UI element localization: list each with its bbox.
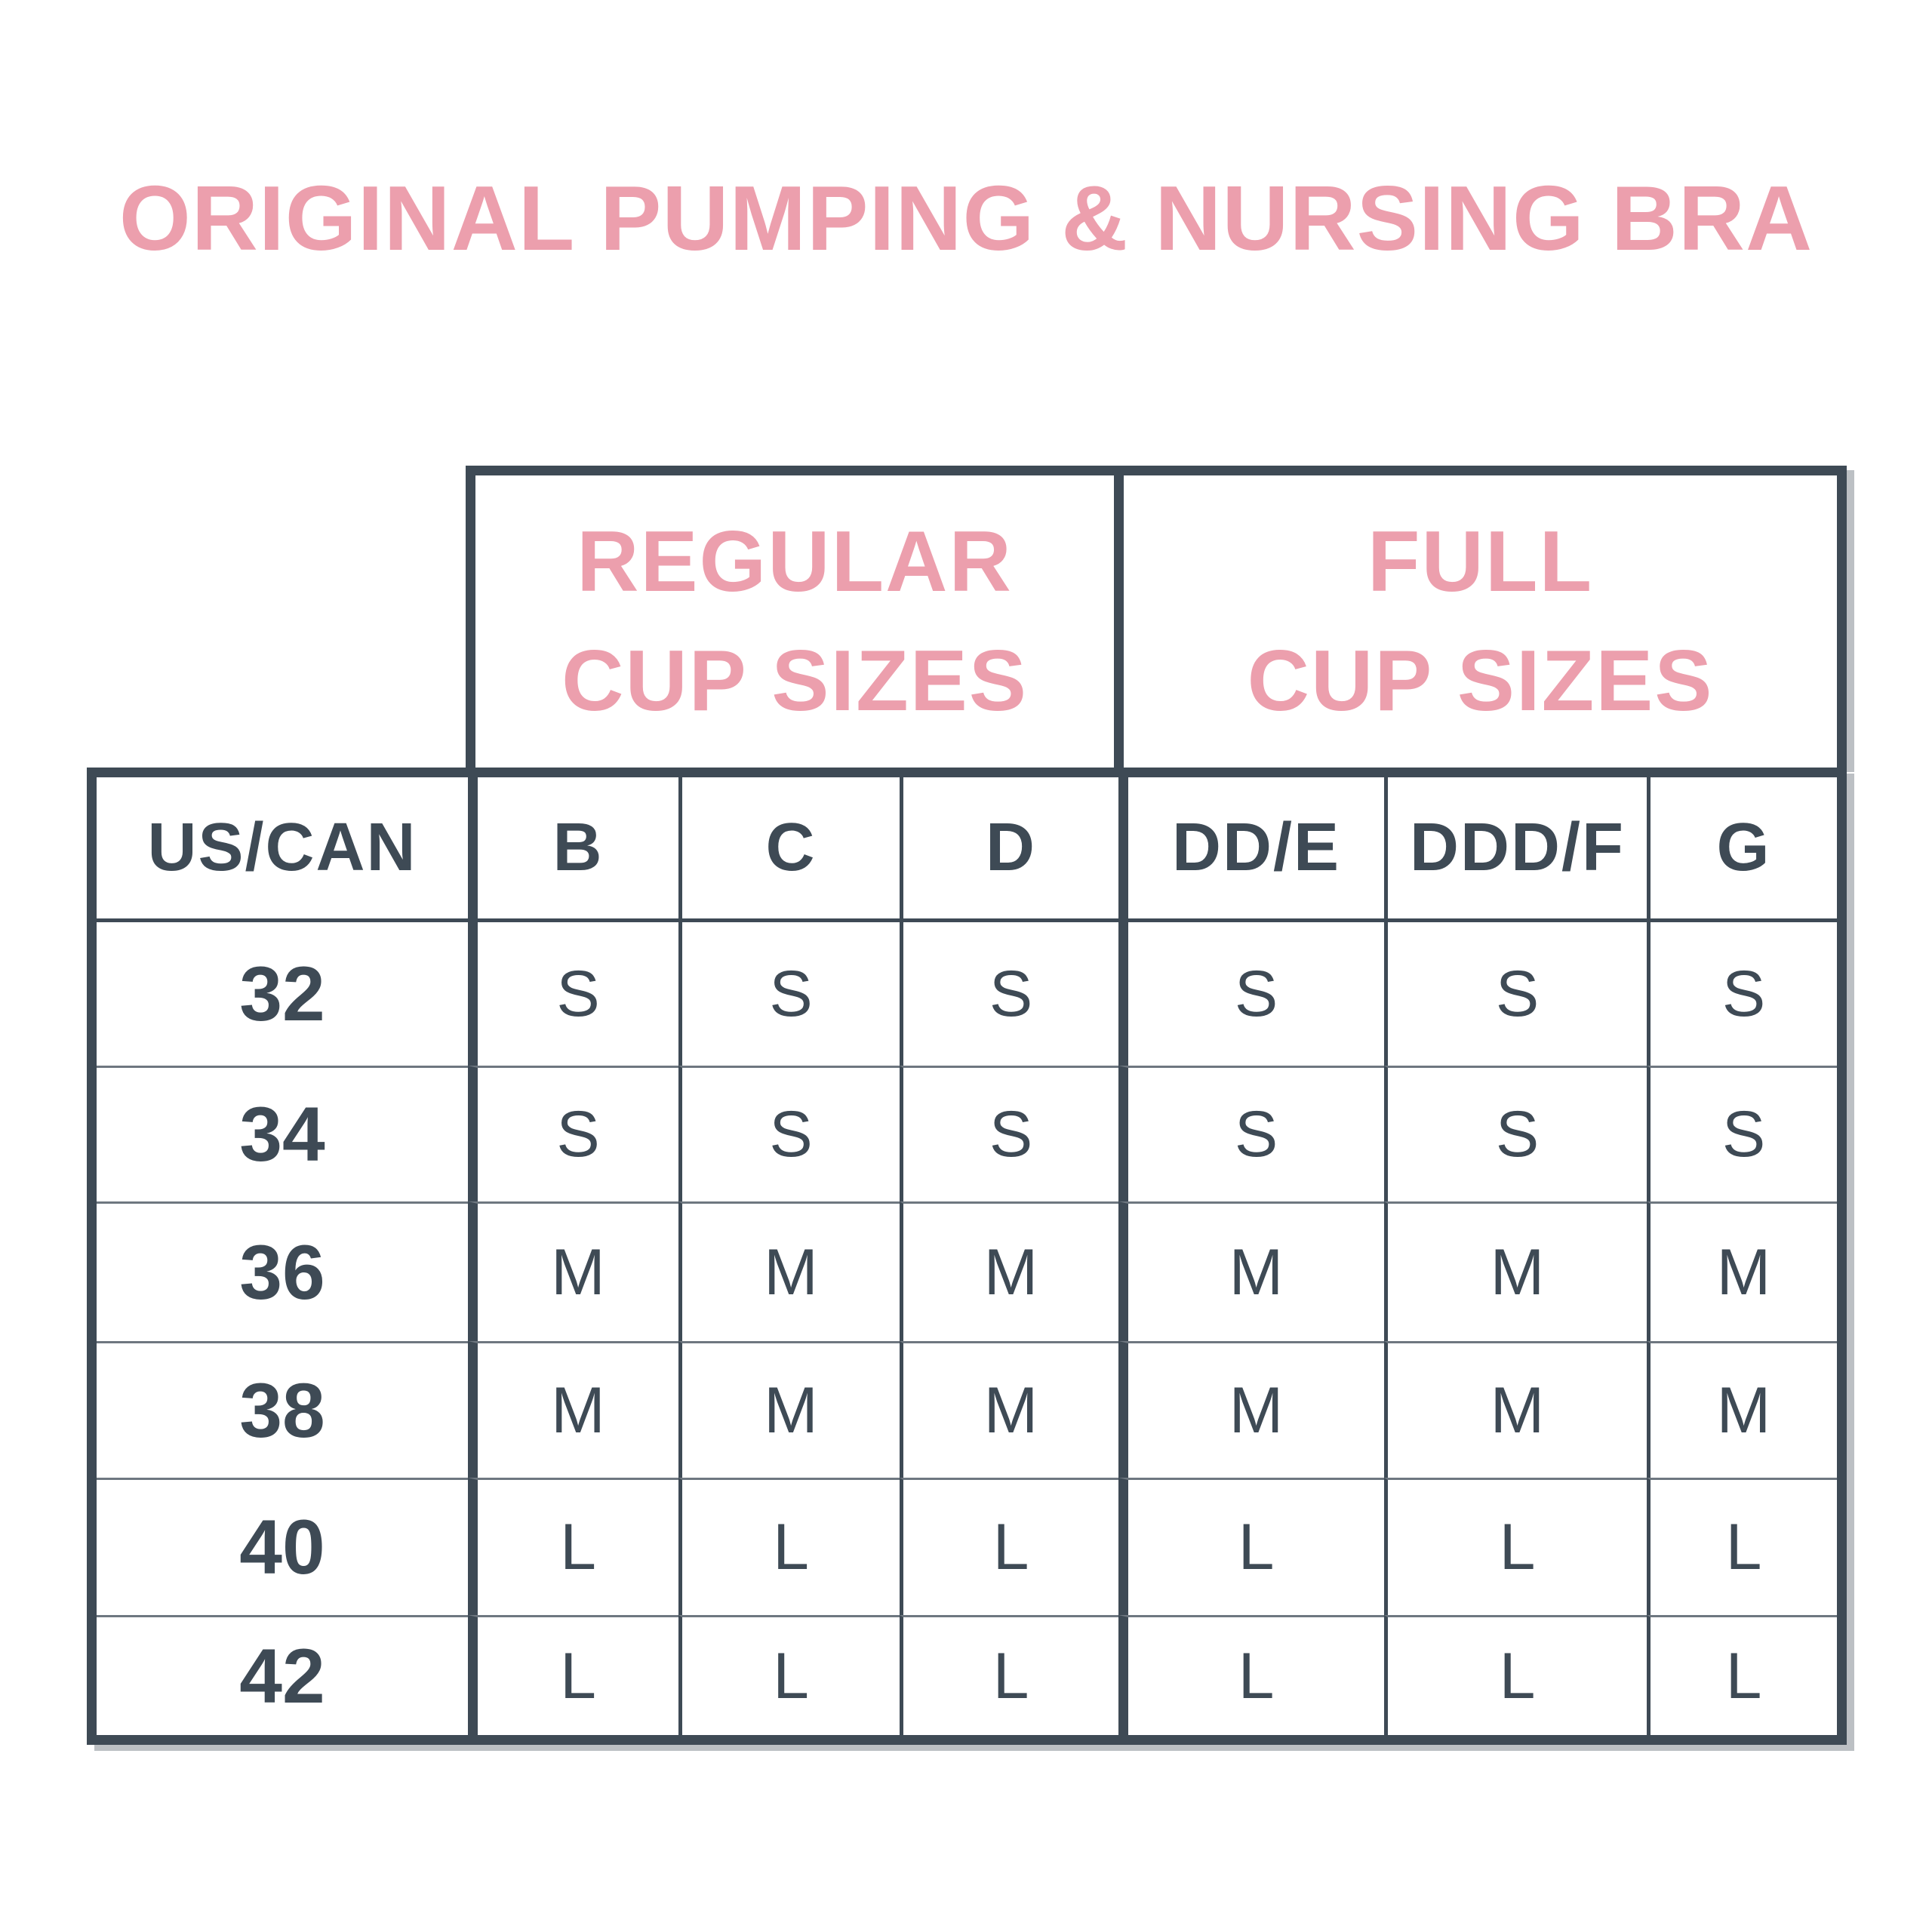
band-size-label: 40 [97, 1478, 468, 1615]
size-cell: M [1384, 1341, 1647, 1478]
size-cell: L [1647, 1478, 1837, 1615]
cup-size-group-headers: REGULAR CUP SIZES FULL CUP SIZES [466, 466, 1847, 768]
size-cell: M [900, 1201, 1118, 1341]
group-header-full-cup-sizes: FULL CUP SIZES [1124, 466, 1847, 768]
size-cell: S [468, 1066, 678, 1201]
size-cell: L [678, 1615, 900, 1735]
size-cell: M [1647, 1201, 1837, 1341]
size-cell: S [1118, 918, 1384, 1066]
col-header-b: B [468, 777, 678, 918]
size-cell: S [1647, 1066, 1837, 1201]
col-header-c: C [678, 777, 900, 918]
band-size-label: 38 [97, 1341, 468, 1478]
size-cell: L [1118, 1478, 1384, 1615]
size-cell: M [1647, 1341, 1837, 1478]
group-header-full-line2: CUP SIZES [1247, 632, 1714, 729]
size-cell: M [678, 1341, 900, 1478]
size-cell: L [468, 1615, 678, 1735]
band-size-label: 36 [97, 1201, 468, 1341]
size-cell: S [1384, 1066, 1647, 1201]
size-table-grid: US/CAN B C D DD/E DDD/F G 32 S S S S S S… [97, 777, 1837, 1735]
size-cell: L [1647, 1615, 1837, 1735]
col-header-dd-e: DD/E [1118, 777, 1384, 918]
size-cell: M [1118, 1201, 1384, 1341]
size-cell: L [1384, 1478, 1647, 1615]
size-cell: L [468, 1478, 678, 1615]
size-cell: M [468, 1201, 678, 1341]
col-header-g: G [1647, 777, 1837, 918]
band-size-label: 42 [97, 1615, 468, 1735]
size-cell: M [900, 1341, 1118, 1478]
group-header-regular-cup-sizes: REGULAR CUP SIZES [466, 466, 1124, 768]
size-cell: L [900, 1478, 1118, 1615]
size-cell: S [900, 1066, 1118, 1201]
size-cell: S [468, 918, 678, 1066]
band-size-label: 32 [97, 918, 468, 1066]
size-cell: S [900, 918, 1118, 1066]
size-table: US/CAN B C D DD/E DDD/F G 32 S S S S S S… [87, 768, 1847, 1745]
size-cell: M [1118, 1341, 1384, 1478]
band-size-label: 34 [97, 1066, 468, 1201]
size-cell: L [678, 1478, 900, 1615]
col-header-us-can: US/CAN [147, 810, 417, 885]
col-header-d: D [900, 777, 1118, 918]
page-title: ORIGINAL PUMPING & NURSING BRA [118, 167, 1814, 269]
size-cell: S [1118, 1066, 1384, 1201]
size-cell: L [1118, 1615, 1384, 1735]
col-header-ddd-f: DDD/F [1384, 777, 1647, 918]
group-header-regular-line1: REGULAR [577, 513, 1013, 610]
size-cell: M [678, 1201, 900, 1341]
size-cell: S [1384, 918, 1647, 1066]
size-cell: M [468, 1341, 678, 1478]
group-header-full-line1: FULL [1367, 513, 1594, 610]
group-header-regular-line2: CUP SIZES [561, 632, 1028, 729]
size-cell: L [1384, 1615, 1647, 1735]
size-cell: S [1647, 918, 1837, 1066]
size-cell: L [900, 1615, 1118, 1735]
size-cell: S [678, 918, 900, 1066]
size-cell: S [678, 1066, 900, 1201]
size-cell: M [1384, 1201, 1647, 1341]
